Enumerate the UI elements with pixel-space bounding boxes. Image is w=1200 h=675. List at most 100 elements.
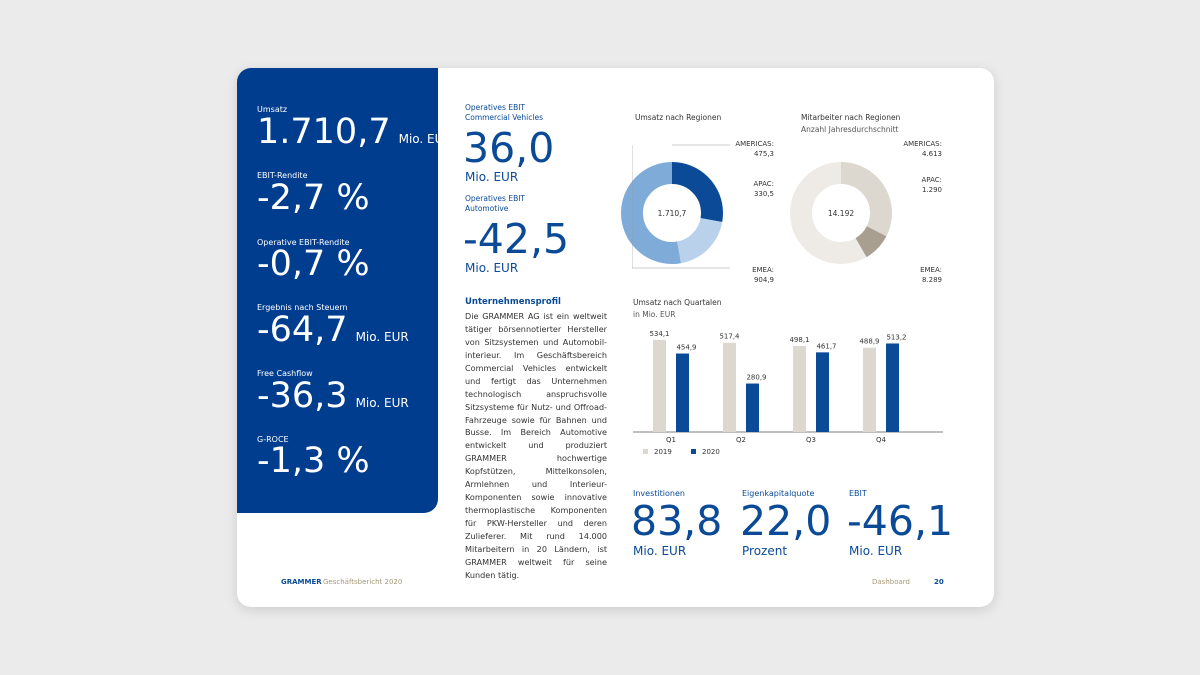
donut1-label-apac: APAC: 330,5 [754, 180, 774, 200]
kpi-value-free-cashflow: -36,3 Mio. EUR [257, 379, 409, 414]
slice-name: APAC: [921, 176, 942, 184]
slice-value: 1.290 [921, 185, 942, 194]
x-tick-label: Q2 [736, 436, 746, 444]
footer-report: Geschäftsbericht 2020 [323, 578, 403, 586]
bar-value-label: 454,9 [676, 344, 696, 352]
slice-name: AMERICAS: [903, 140, 942, 148]
kpi-label-ebit: EBIT [849, 489, 867, 498]
profile-title: Unternehmensprofil [465, 297, 561, 307]
kpi-unit: Mio. EUR [355, 330, 409, 344]
slice-value: 475,3 [753, 149, 774, 158]
bar-q4-2019 [863, 347, 876, 432]
chart-title-umsatz-regionen: Umsatz nach Regionen [635, 113, 722, 122]
donut1-leader-lines [632, 144, 730, 269]
bar-q3-2019 [793, 346, 806, 432]
ebit-cv-label-line1: Operatives EBIT [465, 103, 526, 112]
slice-name: EMEA: [752, 266, 774, 274]
ebit-auto-unit: Mio. EUR [465, 261, 519, 275]
x-tick-label: Q4 [876, 436, 887, 444]
donut-center-label: 14.192 [828, 209, 854, 218]
donut-center-label: 1.710,7 [658, 209, 687, 218]
kpi-value-operative-ebit-rendite: -0,7 % [257, 247, 370, 282]
slice-name: EMEA: [920, 266, 942, 274]
kpi-unit: Mio. EUR [398, 132, 452, 146]
kpi-label-umsatz: Umsatz [257, 105, 288, 114]
bar-value-label: 517,4 [719, 333, 740, 341]
kpi-label-free-cashflow: Free Cashflow [257, 369, 313, 378]
kpi-label-operative-ebit-rendite: Operative EBIT-Rendite [257, 238, 350, 247]
ebit-cv-value: 36,0 [463, 124, 555, 172]
legend-label-2019: 2019 [654, 448, 672, 456]
bar-value-label: 498,1 [789, 336, 809, 344]
donut1-label-emea: EMEA: 904,9 [752, 266, 774, 286]
donut2-label-apac: APAC: 1.290 [922, 176, 942, 196]
kpi-value-investitionen: 83,8 [631, 497, 723, 545]
chart-title-mitarbeiter: Mitarbeiter nach Regionen [801, 113, 901, 122]
bar-q2-2019 [723, 342, 736, 432]
bar-value-label: 488,9 [859, 338, 879, 346]
slice-name: APAC: [753, 180, 774, 188]
bar-q1-2020 [676, 353, 689, 432]
kpi-label-ebit-rendite: EBIT-Rendite [257, 171, 308, 180]
bar-chart-quartale: 534,1 454,9 Q1 517,4 280,9 Q2 498,1 461,7 Q3 488,… [633, 330, 943, 456]
kpi-value-ebit-rendite: -2,7 % [257, 181, 370, 216]
ebit-auto-label: Operatives EBIT Automotive [465, 194, 525, 214]
slice-value: 8.289 [921, 275, 942, 284]
kpi-label-eigenkapitalquote: Eigenkapitalquote [742, 489, 815, 498]
kpi-value-eigenkapitalquote: 22,0 [740, 497, 832, 545]
dashboard-page: Umsatz 1.710,7 Mio. EUR EBIT-Rendite -2,7… [237, 68, 994, 607]
slice-name: AMERICAS: [735, 140, 774, 148]
legend-swatch-2020 [691, 449, 696, 454]
ebit-cv-label: Operatives EBIT Commercial Vehicles [465, 103, 543, 123]
kpi-value-umsatz: 1.710,7 Mio. EUR [257, 115, 452, 150]
kpi-unit: Mio. EUR [355, 396, 409, 410]
chart-title-quartale: Umsatz nach Quartalen [633, 298, 722, 307]
profile-text: Die GRAMMER AG ist ein weltweit tätiger … [465, 311, 607, 580]
ebit-auto-value: -42,5 [463, 215, 570, 263]
legend-swatch-2019 [643, 449, 648, 454]
kpi-value-g-roce: -1,3 % [257, 444, 370, 479]
bar-q4-2020 [886, 343, 899, 432]
kpi-label-g-roce: G-ROCE [257, 435, 289, 444]
kpi-label-investitionen: Investitionen [633, 489, 685, 498]
slice-value: 4.613 [921, 149, 942, 158]
donut-chart-mitarbeiter: 14.192 [790, 162, 892, 264]
bar-value-label: 280,9 [746, 374, 766, 382]
ebit-cv-unit: Mio. EUR [465, 170, 519, 184]
footer-brand: GRAMMER [281, 578, 322, 586]
donut2-label-emea: EMEA: 8.289 [920, 266, 942, 286]
kpi-unit-eigenkapitalquote: Prozent [742, 544, 788, 558]
chart-subtitle-quartale: in Mio. EUR [633, 310, 676, 319]
chart-subtitle-mitarbeiter: Anzahl Jahresdurchschnitt [801, 125, 899, 134]
slice-value: 904,9 [753, 275, 774, 284]
kpi-sidebar: Umsatz 1.710,7 Mio. EUR EBIT-Rendite -2,7… [237, 68, 452, 513]
donut1-label-americas: AMERICAS: 475,3 [735, 140, 774, 160]
ebit-cv-label-line2: Commercial Vehicles [465, 113, 543, 123]
kpi-number: -1,3 % [257, 441, 370, 481]
bar-q2-2020 [746, 383, 759, 432]
kpi-number: -0,7 % [257, 244, 370, 284]
kpi-label-ergebnis: Ergebnis nach Steuern [257, 303, 348, 312]
slice-value: 330,5 [753, 189, 774, 198]
kpi-unit-ebit: Mio. EUR [849, 544, 903, 558]
kpi-value-ergebnis: -64,7 Mio. EUR [257, 313, 409, 348]
bar-q3-2020 [816, 352, 829, 432]
kpi-value-ebit: -46,1 [847, 497, 954, 545]
bar-value-label: 534,1 [649, 330, 669, 338]
kpi-number: -36,3 [257, 376, 348, 416]
footer-page-number: 20 [934, 578, 944, 586]
kpi-number: -64,7 [257, 310, 348, 350]
kpi-number: 1.710,7 [257, 112, 391, 152]
ebit-auto-label-line1: Operatives EBIT [465, 194, 526, 203]
ebit-auto-label-line2: Automotive [465, 204, 509, 214]
legend-label-2020: 2020 [702, 448, 720, 456]
bar-value-label: 513,2 [886, 333, 906, 341]
x-tick-label: Q1 [666, 436, 676, 444]
kpi-number: -2,7 % [257, 178, 370, 218]
donut-slice-emea [790, 162, 892, 264]
footer-section: Dashboard [872, 578, 910, 586]
bar-q1-2019 [653, 339, 666, 432]
kpi-unit-investitionen: Mio. EUR [633, 544, 687, 558]
x-tick-label: Q3 [806, 436, 816, 444]
bar-value-label: 461,7 [816, 342, 836, 350]
